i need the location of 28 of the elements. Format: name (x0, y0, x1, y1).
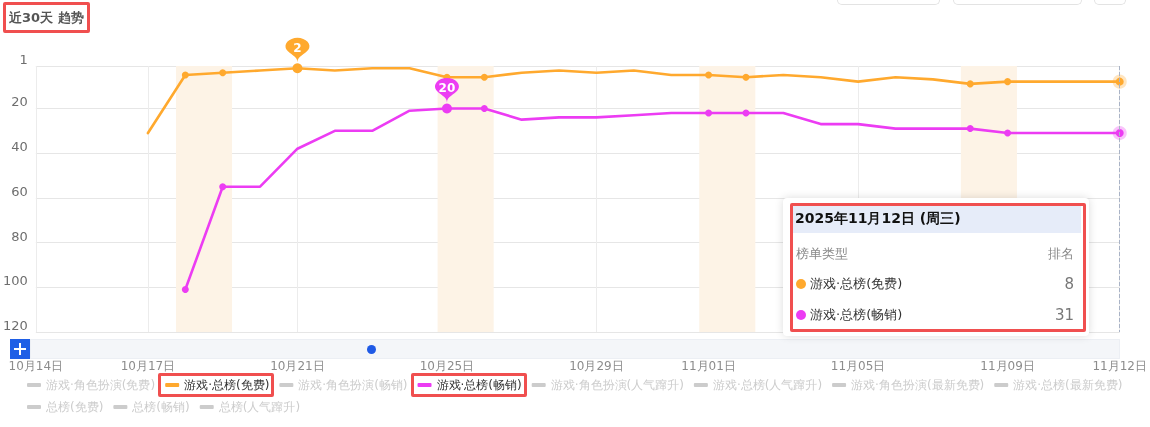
x-tick-label: 11月12日 (1092, 359, 1147, 373)
x-tick-label: 11月09日 (980, 359, 1035, 373)
x-tick-label: 10月14日 (8, 359, 64, 373)
y-tick-label: 20 (11, 94, 28, 110)
y-tick-label: 80 (11, 228, 28, 244)
y-tick-label: 40 (11, 139, 28, 155)
x-tick-label: 10月29日 (569, 359, 624, 373)
text: 游戏·总榜(畅销) (436, 378, 522, 392)
annotation: 2025年11月12日 (周三) (795, 210, 961, 227)
data-label: 20 (438, 80, 456, 95)
x-tick-label: 11月01日 (681, 359, 736, 373)
annotation: 31 (1054, 306, 1074, 324)
x-tick-label: 10月25日 (419, 359, 475, 373)
y-tick-label: 120 (2, 318, 28, 333)
y-tick-label: 100 (2, 273, 28, 289)
annotation: 榜单类型 (796, 246, 848, 262)
annotation: 排名 (1048, 246, 1074, 262)
x-tick-label: 10月21日 (270, 359, 325, 373)
legend-label: 游戏·总榜(免费) (810, 275, 903, 293)
x-tick-label: 10月17日 (120, 359, 176, 373)
text: 游戏·总榜(免费) (184, 378, 270, 392)
legend-label: 游戏·总榜(畅销) (810, 306, 903, 324)
data-label: 2 (293, 40, 302, 55)
y-tick-label: 1 (19, 52, 28, 67)
annotation: 8 (1064, 275, 1074, 293)
x-tick-label: 11月05日 (830, 359, 886, 373)
chart-title: 近30天 趋势 (9, 10, 84, 26)
y-tick-label: 60 (11, 183, 28, 199)
